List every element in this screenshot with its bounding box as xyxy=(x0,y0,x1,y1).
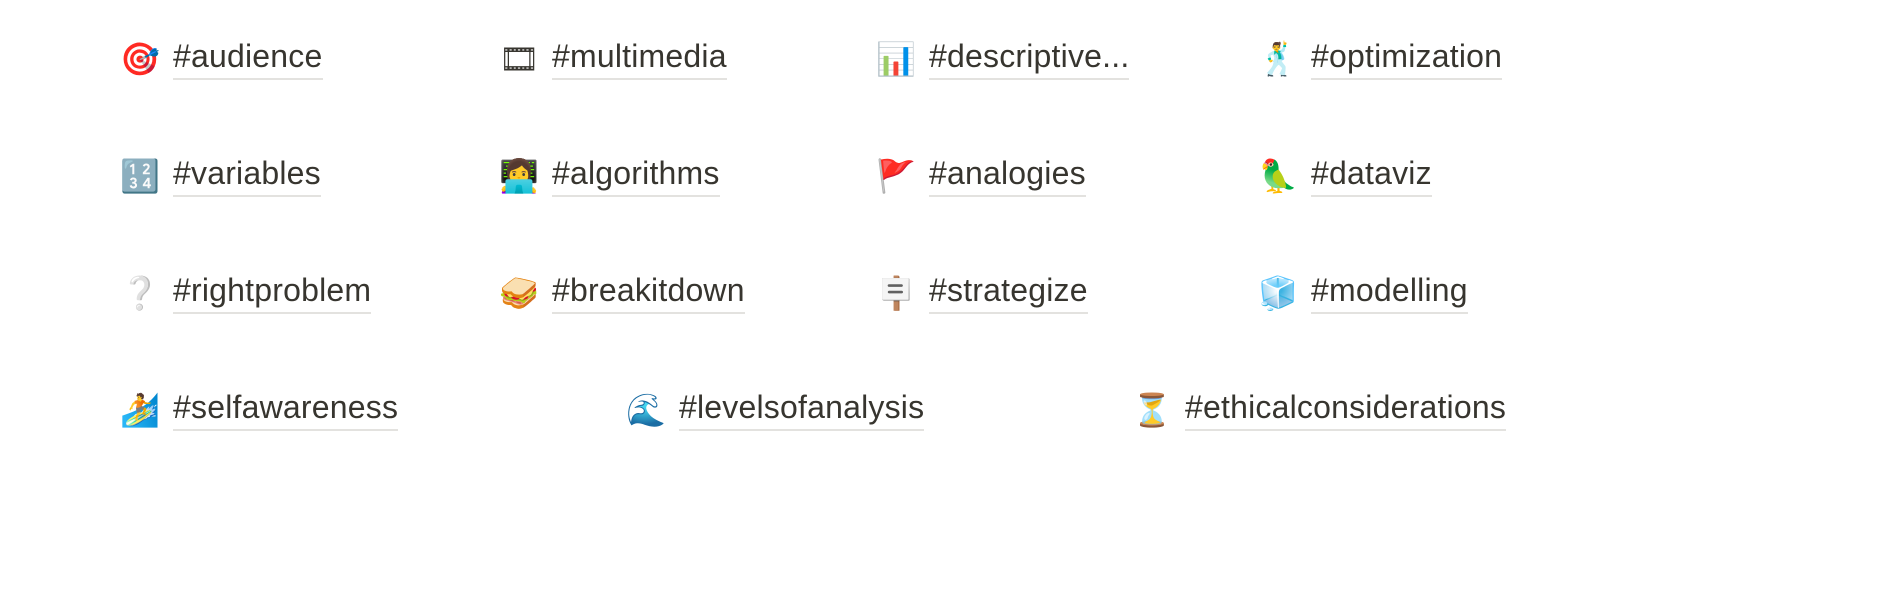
tag-link-ethicalconsiderations[interactable]: ⏳ #ethicalconsiderations xyxy=(1132,389,1507,431)
tag-link-strategize[interactable]: 🪧 #strategize xyxy=(876,272,1088,314)
dancer-icon: 🕺 xyxy=(1258,39,1298,78)
red-flag-icon: 🚩 xyxy=(876,156,916,195)
tag-label: #analogies xyxy=(929,155,1086,197)
tag-link-dataviz[interactable]: 🦜 #dataviz xyxy=(1258,155,1432,197)
hourglass-icon: ⏳ xyxy=(1132,390,1172,429)
tag-label: #breakitdown xyxy=(552,272,745,314)
parrot-icon: 🦜 xyxy=(1258,156,1298,195)
tag-label: #strategize xyxy=(929,272,1088,314)
tag-link-rightproblem[interactable]: ❔ #rightproblem xyxy=(120,272,372,314)
tag-link-levelsofanalysis[interactable]: 🌊 #levelsofanalysis xyxy=(626,389,925,431)
tag-link-selfawareness[interactable]: 🏄 #selfawareness xyxy=(120,389,399,431)
tag-label: #algorithms xyxy=(552,155,720,197)
tag-label: #modelling xyxy=(1311,272,1468,314)
tag-label: #audience xyxy=(173,38,323,80)
tag-link-multimedia[interactable]: 🎞 #multimedia xyxy=(499,38,727,80)
bar-chart-icon: 📊 xyxy=(876,39,916,78)
placard-icon: 🪧 xyxy=(876,273,916,312)
technologist-icon: 👩‍💻 xyxy=(499,156,539,195)
tag-link-analogies[interactable]: 🚩 #analogies xyxy=(876,155,1086,197)
sandwich-icon: 🥪 xyxy=(499,273,539,312)
tag-link-breakitdown[interactable]: 🥪 #breakitdown xyxy=(499,272,745,314)
tag-link-algorithms[interactable]: 👩‍💻 #algorithms xyxy=(499,155,720,197)
tag-link-optimization[interactable]: 🕺 #optimization xyxy=(1258,38,1503,80)
tag-link-descriptive[interactable]: 📊 #descriptive... xyxy=(876,38,1130,80)
tag-link-modelling[interactable]: 🧊 #modelling xyxy=(1258,272,1468,314)
tag-label: #selfawareness xyxy=(173,389,399,431)
tag-label: #optimization xyxy=(1311,38,1503,80)
tag-link-audience[interactable]: 🎯 #audience xyxy=(120,38,323,80)
film-frames-icon: 🎞 xyxy=(498,39,540,78)
tag-label: #rightproblem xyxy=(173,272,372,314)
tag-label: #dataviz xyxy=(1311,155,1432,197)
tag-label: #multimedia xyxy=(552,38,727,80)
tag-label: #levelsofanalysis xyxy=(679,389,925,431)
tag-label: #variables xyxy=(173,155,321,197)
wave-icon: 🌊 xyxy=(626,390,666,429)
numbers-icon: 🔢 xyxy=(120,156,160,195)
tag-label: #ethicalconsiderations xyxy=(1185,389,1507,431)
surfer-icon: 🏄 xyxy=(120,390,160,429)
question-mark-icon: ❔ xyxy=(120,273,160,312)
tag-label: #descriptive... xyxy=(929,38,1130,80)
target-icon: 🎯 xyxy=(120,39,160,78)
tag-link-variables[interactable]: 🔢 #variables xyxy=(120,155,321,197)
ice-cube-icon: 🧊 xyxy=(1258,273,1298,312)
